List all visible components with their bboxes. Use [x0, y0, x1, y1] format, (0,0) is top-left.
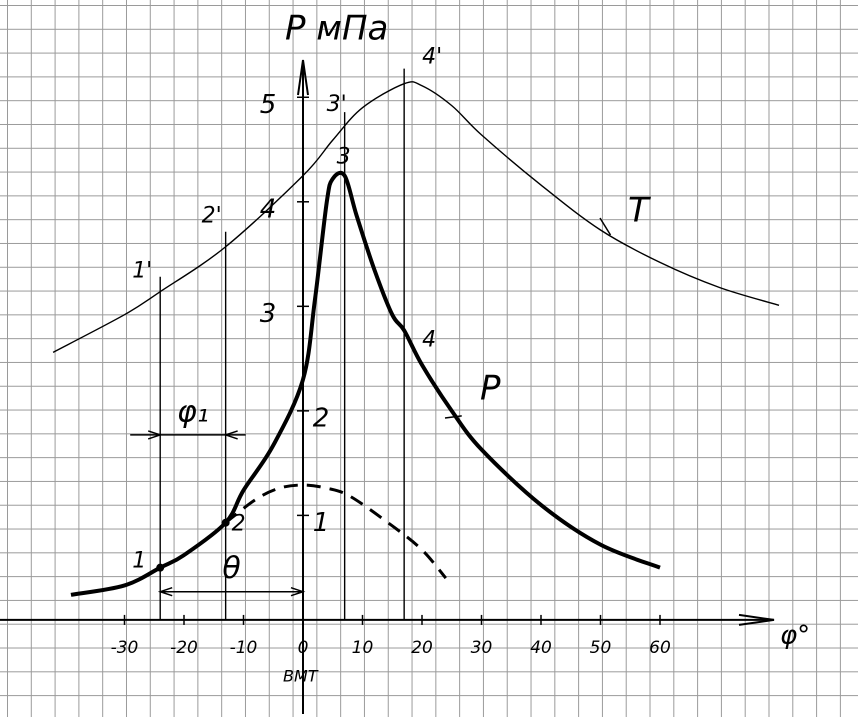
x-tick-label: 10 [352, 638, 374, 658]
x-tick-label: 0 [298, 638, 309, 658]
series-line [52, 81, 780, 353]
point-label-prime: 3' [327, 92, 347, 117]
x-tick-label: -10 [230, 638, 258, 658]
x-tick-label: 60 [649, 638, 671, 658]
y-tick-label: 3 [260, 299, 277, 329]
series-line [224, 483, 447, 580]
point-dot [221, 518, 230, 527]
label-leader [599, 217, 612, 236]
x-tick-label: -30 [111, 638, 139, 658]
dimension-label: φ₁ [177, 394, 209, 429]
x-tick-label: 30 [471, 638, 493, 658]
point-label: 4 [422, 327, 436, 352]
series-line [70, 170, 661, 597]
x-note: ВМТ [283, 667, 319, 686]
point-label-prime: 1' [132, 259, 152, 284]
x-arrow [738, 613, 775, 626]
point-dot [156, 563, 165, 572]
dimension-arrow [147, 430, 238, 440]
point-label: 3 [337, 145, 351, 170]
point-label-prime: 2' [202, 204, 222, 229]
x-tick-label: 20 [411, 638, 433, 658]
label-leader [444, 415, 462, 419]
x-tick-label: 50 [590, 638, 612, 658]
y-tick-label: 5 [260, 90, 277, 120]
point-label-prime: 4' [422, 45, 442, 70]
x-axis-title: φ° [780, 621, 810, 651]
point-label: 1 [132, 549, 146, 574]
x-tick-label: 40 [530, 638, 552, 658]
dimension-label: θ [222, 551, 240, 586]
point-label: 2 [232, 512, 246, 537]
y-tick-label: 1 [313, 508, 330, 538]
y-tick-label: 2 [313, 403, 330, 433]
y-arrow [297, 59, 309, 96]
series-label: P [480, 369, 501, 409]
y-axis-title: P мПа [285, 9, 388, 49]
dimension-arrow [157, 586, 306, 597]
x-tick-label: -20 [170, 638, 198, 658]
series-label: T [628, 191, 651, 231]
